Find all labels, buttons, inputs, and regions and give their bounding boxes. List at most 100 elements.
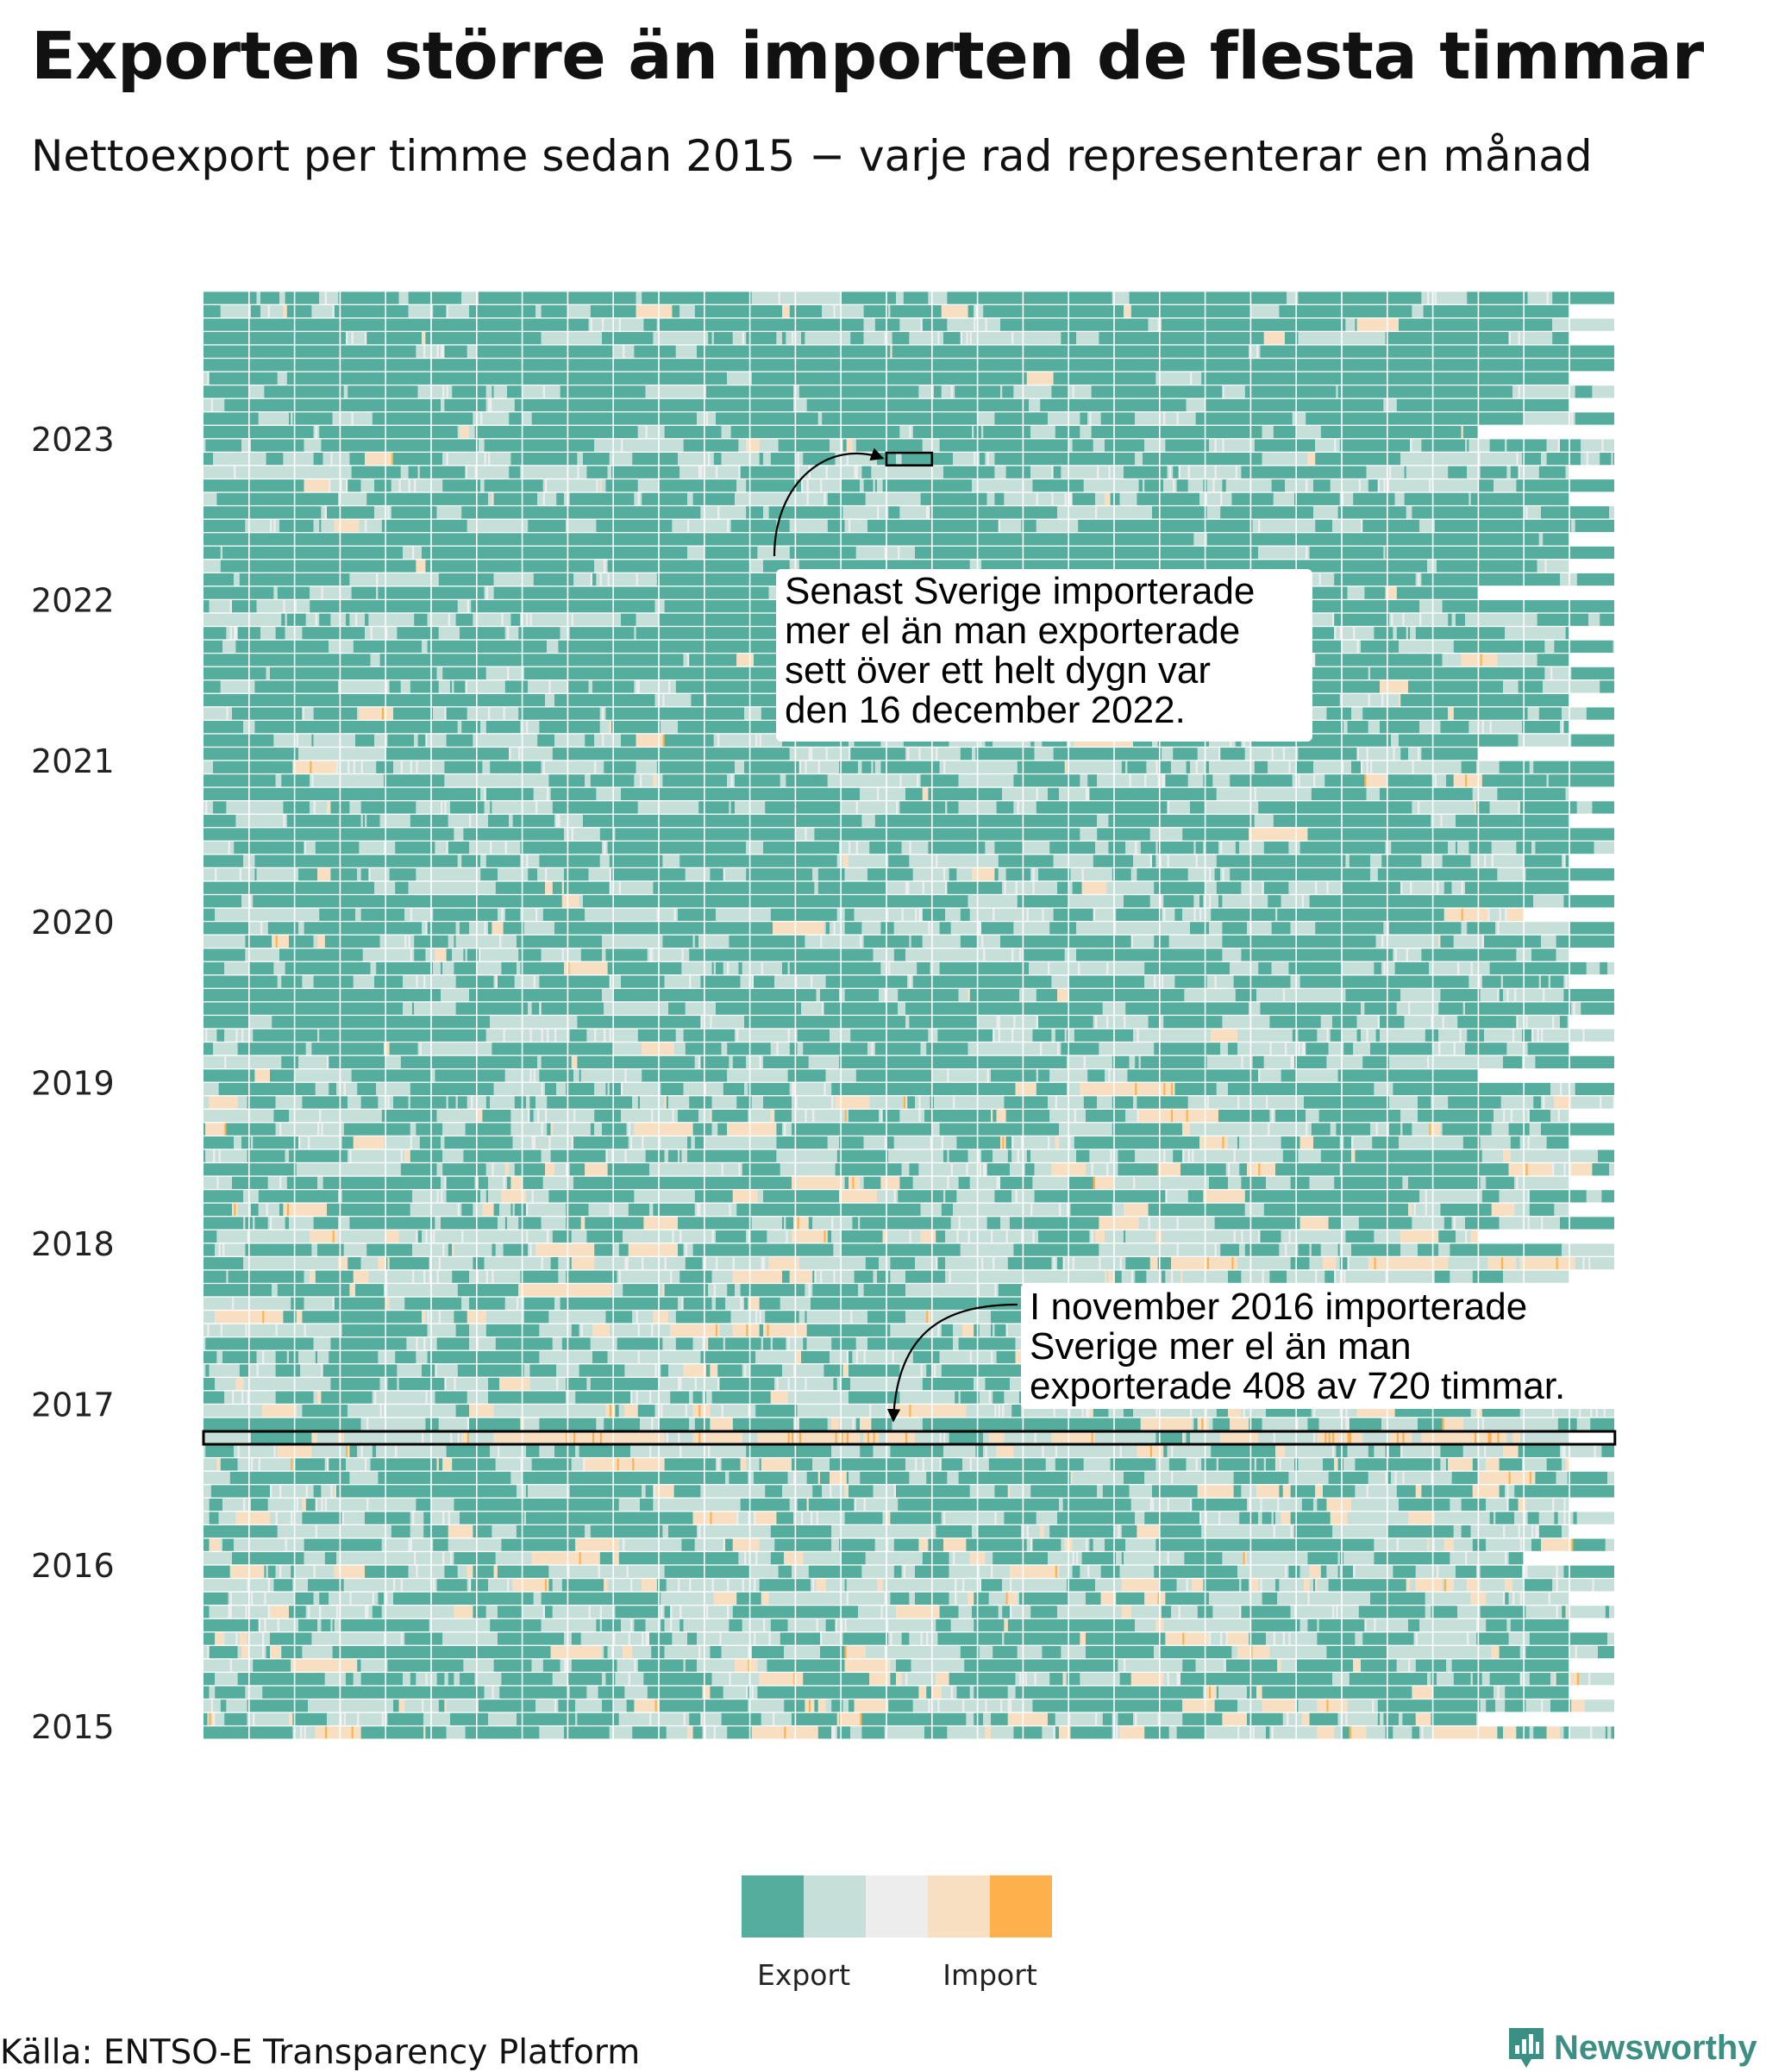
heatmap-cell <box>1250 1418 1262 1430</box>
heatmap-cell <box>1205 1096 1207 1109</box>
heatmap-cell <box>793 1217 796 1230</box>
heatmap-cell <box>488 1712 517 1725</box>
heatmap-cell <box>1149 1498 1155 1512</box>
heatmap-cell <box>812 1284 842 1297</box>
heatmap-cell <box>1032 1538 1061 1551</box>
heatmap-cell <box>831 1726 836 1739</box>
heatmap-cell <box>476 1163 486 1176</box>
heatmap-cell <box>811 1284 813 1297</box>
heatmap-cell <box>798 1431 802 1444</box>
heatmap-cell <box>441 1311 454 1324</box>
heatmap-cell <box>431 1700 439 1712</box>
heatmap-cell <box>721 1712 750 1725</box>
heatmap-cell <box>1451 1471 1479 1485</box>
heatmap-cell <box>495 1337 523 1350</box>
heatmap-cell <box>204 1632 216 1645</box>
heatmap-cell <box>977 1391 980 1404</box>
heatmap-cell <box>232 1176 249 1189</box>
heatmap-cell <box>499 1686 523 1699</box>
heatmap-cell <box>304 1324 306 1336</box>
heatmap-cell <box>567 1176 574 1189</box>
heatmap-cells <box>204 291 1616 1740</box>
heatmap-cell <box>1262 1512 1272 1524</box>
heatmap-cell <box>234 1203 236 1217</box>
heatmap-cell <box>966 1163 968 1176</box>
heatmap-cell <box>1476 1712 1479 1725</box>
heatmap-cell <box>277 1618 280 1632</box>
heatmap-cell <box>839 1136 842 1149</box>
heatmap-cell <box>1030 1606 1058 1618</box>
heatmap-cell <box>661 1405 663 1418</box>
heatmap-cell <box>294 1176 318 1189</box>
heatmap-cell <box>1326 1431 1329 1444</box>
heatmap-cell <box>412 1270 415 1283</box>
heatmap-cell <box>1524 1632 1530 1645</box>
heatmap-cell <box>1307 1592 1310 1605</box>
heatmap-cell <box>943 1431 946 1444</box>
heatmap-cell <box>841 1217 853 1230</box>
heatmap-cell <box>1007 1592 1018 1605</box>
heatmap-cell <box>398 1230 416 1243</box>
heatmap-cell <box>1453 1673 1471 1686</box>
heatmap-cell <box>1119 1257 1122 1270</box>
heatmap-cell <box>408 1538 413 1551</box>
heatmap-cell <box>1010 1565 1024 1578</box>
heatmap-cell <box>1212 1606 1240 1618</box>
heatmap-cell <box>323 1176 341 1189</box>
heatmap-cell <box>1387 1552 1433 1565</box>
heatmap-cell <box>1601 1096 1613 1109</box>
heatmap-cell <box>886 1444 891 1457</box>
heatmap-cell <box>613 1471 660 1485</box>
heatmap-cell <box>1157 1257 1160 1270</box>
heatmap-cell <box>795 1618 817 1632</box>
heatmap-cell <box>294 1405 297 1418</box>
heatmap-cell <box>1402 1444 1433 1457</box>
heatmap-cell <box>1256 1485 1280 1498</box>
heatmap-cell <box>955 1592 957 1605</box>
heatmap-cell <box>1605 1726 1608 1739</box>
heatmap-cell <box>1432 1726 1479 1739</box>
heatmap-cell <box>861 1565 887 1578</box>
heatmap-cell <box>928 1538 932 1551</box>
heatmap-cell <box>315 1525 318 1538</box>
heatmap-cell <box>1011 1190 1016 1203</box>
heatmap-cell <box>1112 1726 1115 1739</box>
heatmap-cell <box>1173 1444 1206 1457</box>
heatmap-cell <box>1114 1149 1118 1162</box>
heatmap-cell <box>1159 1243 1177 1256</box>
heatmap-cell <box>1023 1565 1055 1578</box>
heatmap-cell <box>1049 1136 1055 1149</box>
heatmap-cell <box>749 1136 777 1149</box>
heatmap-cell <box>1301 1498 1314 1512</box>
heatmap-cell <box>1402 1431 1405 1444</box>
heatmap-cell <box>412 1243 432 1256</box>
heatmap-cell <box>501 1538 523 1551</box>
heatmap-cell <box>911 1405 932 1418</box>
heatmap-cell <box>841 1538 875 1551</box>
heatmap-cell <box>248 1217 254 1230</box>
heatmap-cell <box>1554 1096 1570 1109</box>
heatmap-cell <box>1334 1444 1337 1457</box>
heatmap-cell <box>1339 1257 1343 1270</box>
heatmap-cell <box>476 1431 494 1444</box>
heatmap-cell <box>385 1444 396 1457</box>
heatmap-cell <box>216 1350 223 1364</box>
heatmap-cell <box>523 1297 555 1310</box>
heatmap-cell <box>1171 1471 1174 1485</box>
heatmap-cell <box>560 1659 565 1672</box>
heatmap-cell <box>700 1712 703 1725</box>
heatmap-cell <box>624 1686 648 1699</box>
heatmap-cell <box>806 1498 809 1512</box>
heatmap-cell <box>977 1565 980 1578</box>
heatmap-cell <box>374 1391 377 1404</box>
heatmap-cell <box>977 1284 980 1297</box>
heatmap-cell <box>1342 1712 1346 1725</box>
heatmap-cell <box>1448 1458 1473 1471</box>
heatmap-cell <box>431 1136 442 1149</box>
heatmap-cell <box>710 1418 733 1430</box>
heatmap-cell <box>1206 1686 1210 1699</box>
heatmap-cell <box>476 1538 502 1551</box>
heatmap-cell <box>996 1350 1016 1364</box>
heatmap-cell <box>721 1458 741 1471</box>
heatmap-cell <box>1296 1632 1318 1645</box>
